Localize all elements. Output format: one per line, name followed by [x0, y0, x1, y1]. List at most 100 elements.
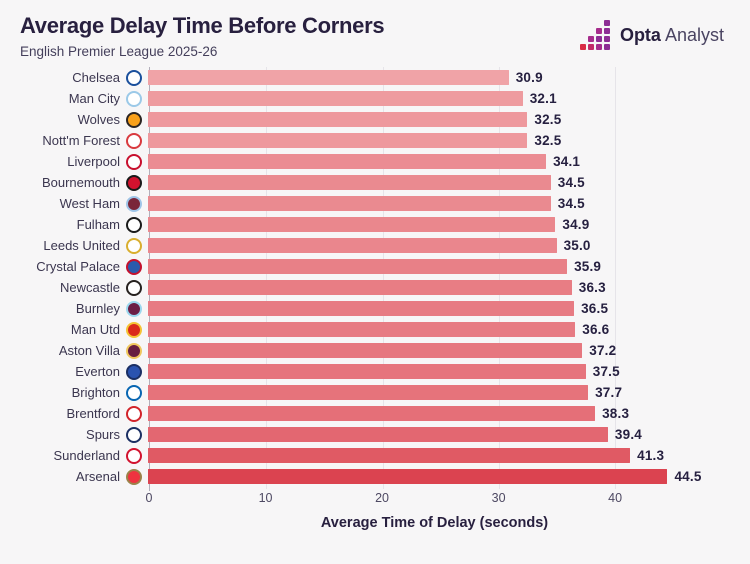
bar-area: 37.5: [148, 361, 720, 382]
chart-row: Spurs 39.4: [20, 424, 720, 445]
bar: [148, 259, 568, 274]
team-crest-icon: [126, 405, 142, 422]
bar-area: 32.5: [148, 130, 720, 151]
page-subtitle: English Premier League 2025-26: [20, 44, 218, 59]
team-name: Burnley: [75, 301, 120, 316]
team-crest-icon: [126, 468, 142, 485]
bar-value-label: 38.3: [602, 406, 630, 421]
team-name: Aston Villa: [58, 343, 120, 358]
team-name: Leeds United: [43, 238, 120, 253]
team-crest-icon: [126, 447, 142, 464]
bar: [148, 280, 572, 295]
bar: [148, 301, 575, 316]
bar: [148, 133, 528, 148]
chart-row: Newcastle 36.3: [20, 277, 720, 298]
team-name: Bournemouth: [41, 175, 120, 190]
bar: [148, 343, 583, 358]
bar: [148, 175, 551, 190]
team-name: Brentford: [66, 406, 120, 421]
logo-word-analyst: Analyst: [664, 24, 724, 45]
bar-area: 39.4: [148, 424, 720, 445]
chart-row: Bournemouth 34.5: [20, 172, 720, 193]
team-name: Newcastle: [60, 280, 120, 295]
chart-row: Nott'm Forest 32.5: [20, 130, 720, 151]
bar: [148, 406, 596, 421]
x-tick-label: 10: [258, 491, 273, 505]
bar: [148, 427, 608, 442]
x-tick-label: 20: [375, 491, 389, 505]
chart-row: Man City 32.1: [20, 88, 720, 109]
opta-logo-icon: [579, 20, 612, 50]
chart-row: Leeds United 35.0: [20, 235, 720, 256]
bar-value-label: 37.5: [592, 364, 620, 379]
bar-value-label: 36.3: [578, 280, 606, 295]
bar-chart: Chelsea 30.9 Man City 32.1 Wolves 32.5 N…: [20, 67, 720, 531]
bar-area: 36.6: [148, 319, 720, 340]
bar-value-label: 37.7: [595, 385, 623, 400]
team-name: Arsenal: [75, 469, 120, 484]
team-name: Man City: [68, 91, 120, 106]
bar-value-label: 34.1: [553, 154, 581, 169]
bar-value-label: 34.9: [562, 217, 590, 232]
bar: [148, 238, 557, 253]
team-crest-icon: [126, 153, 142, 170]
bar-value-label: 35.0: [563, 238, 591, 253]
x-tick-label: 40: [608, 491, 623, 505]
bar: [148, 217, 556, 232]
chart-row: Brentford 38.3: [20, 403, 720, 424]
opta-logo-text: Opta Analyst: [620, 25, 724, 46]
bar-area: 38.3: [148, 403, 720, 424]
team-name: Everton: [75, 364, 120, 379]
chart-rows: Chelsea 30.9 Man City 32.1 Wolves 32.5 N…: [20, 67, 720, 487]
bar-area: 44.5: [148, 466, 720, 487]
x-axis-title: Average Time of Delay (seconds): [320, 515, 549, 531]
team-crest-icon: [126, 300, 142, 317]
team-crest-icon: [126, 426, 142, 443]
team-name: Man Utd: [70, 322, 120, 337]
team-name: Nott'm Forest: [42, 133, 120, 148]
team-name: Crystal Palace: [36, 259, 120, 274]
bar-value-label: 32.1: [529, 91, 557, 106]
bar: [148, 70, 509, 85]
team-crest-icon: [126, 174, 142, 191]
bar-value-label: 41.3: [637, 448, 665, 463]
team-name: West Ham: [59, 196, 120, 211]
team-crest-icon: [126, 111, 142, 128]
team-name: Chelsea: [72, 70, 120, 85]
bar-area: 32.1: [148, 88, 720, 109]
bar-area: 34.1: [148, 151, 720, 172]
team-name: Fulham: [76, 217, 120, 232]
bar-value-label: 39.4: [614, 427, 642, 442]
chart-row: Man Utd 36.6: [20, 319, 720, 340]
team-name: Sunderland: [53, 448, 121, 463]
header: Average Delay Time Before Corners Englis…: [0, 0, 750, 61]
bar-area: 34.9: [148, 214, 720, 235]
bar: [148, 196, 551, 211]
team-name: Spurs: [86, 427, 120, 442]
chart-row: Fulham 34.9: [20, 214, 720, 235]
bar-area: 32.5: [148, 109, 720, 130]
bar: [148, 448, 631, 463]
team-crest-icon: [126, 363, 142, 380]
team-crest-icon: [126, 195, 142, 212]
opta-analyst-logo: Opta Analyst: [579, 20, 724, 50]
bar-area: 37.7: [148, 382, 720, 403]
gridline: [382, 67, 384, 489]
bar-area: 30.9: [148, 67, 720, 88]
x-tick-label: 30: [491, 491, 506, 505]
bar-value-label: 35.9: [574, 259, 602, 274]
chart-row: Brighton 37.7: [20, 382, 720, 403]
team-crest-icon: [126, 216, 142, 233]
bar-value-label: 32.5: [534, 112, 562, 127]
x-tick-label: 0: [145, 491, 153, 505]
chart-row: Liverpool 34.1: [20, 151, 720, 172]
x-axis-ticks: 0 10 20 30 40: [145, 487, 720, 507]
bar: [148, 91, 523, 106]
bar-value-label: 44.5: [674, 469, 702, 484]
gridline: [498, 67, 500, 489]
team-crest-icon: [126, 321, 142, 338]
team-crest-icon: [126, 279, 142, 296]
chart-row: Crystal Palace 35.9: [20, 256, 720, 277]
team-crest-icon: [126, 132, 142, 149]
team-crest-icon: [126, 69, 142, 86]
